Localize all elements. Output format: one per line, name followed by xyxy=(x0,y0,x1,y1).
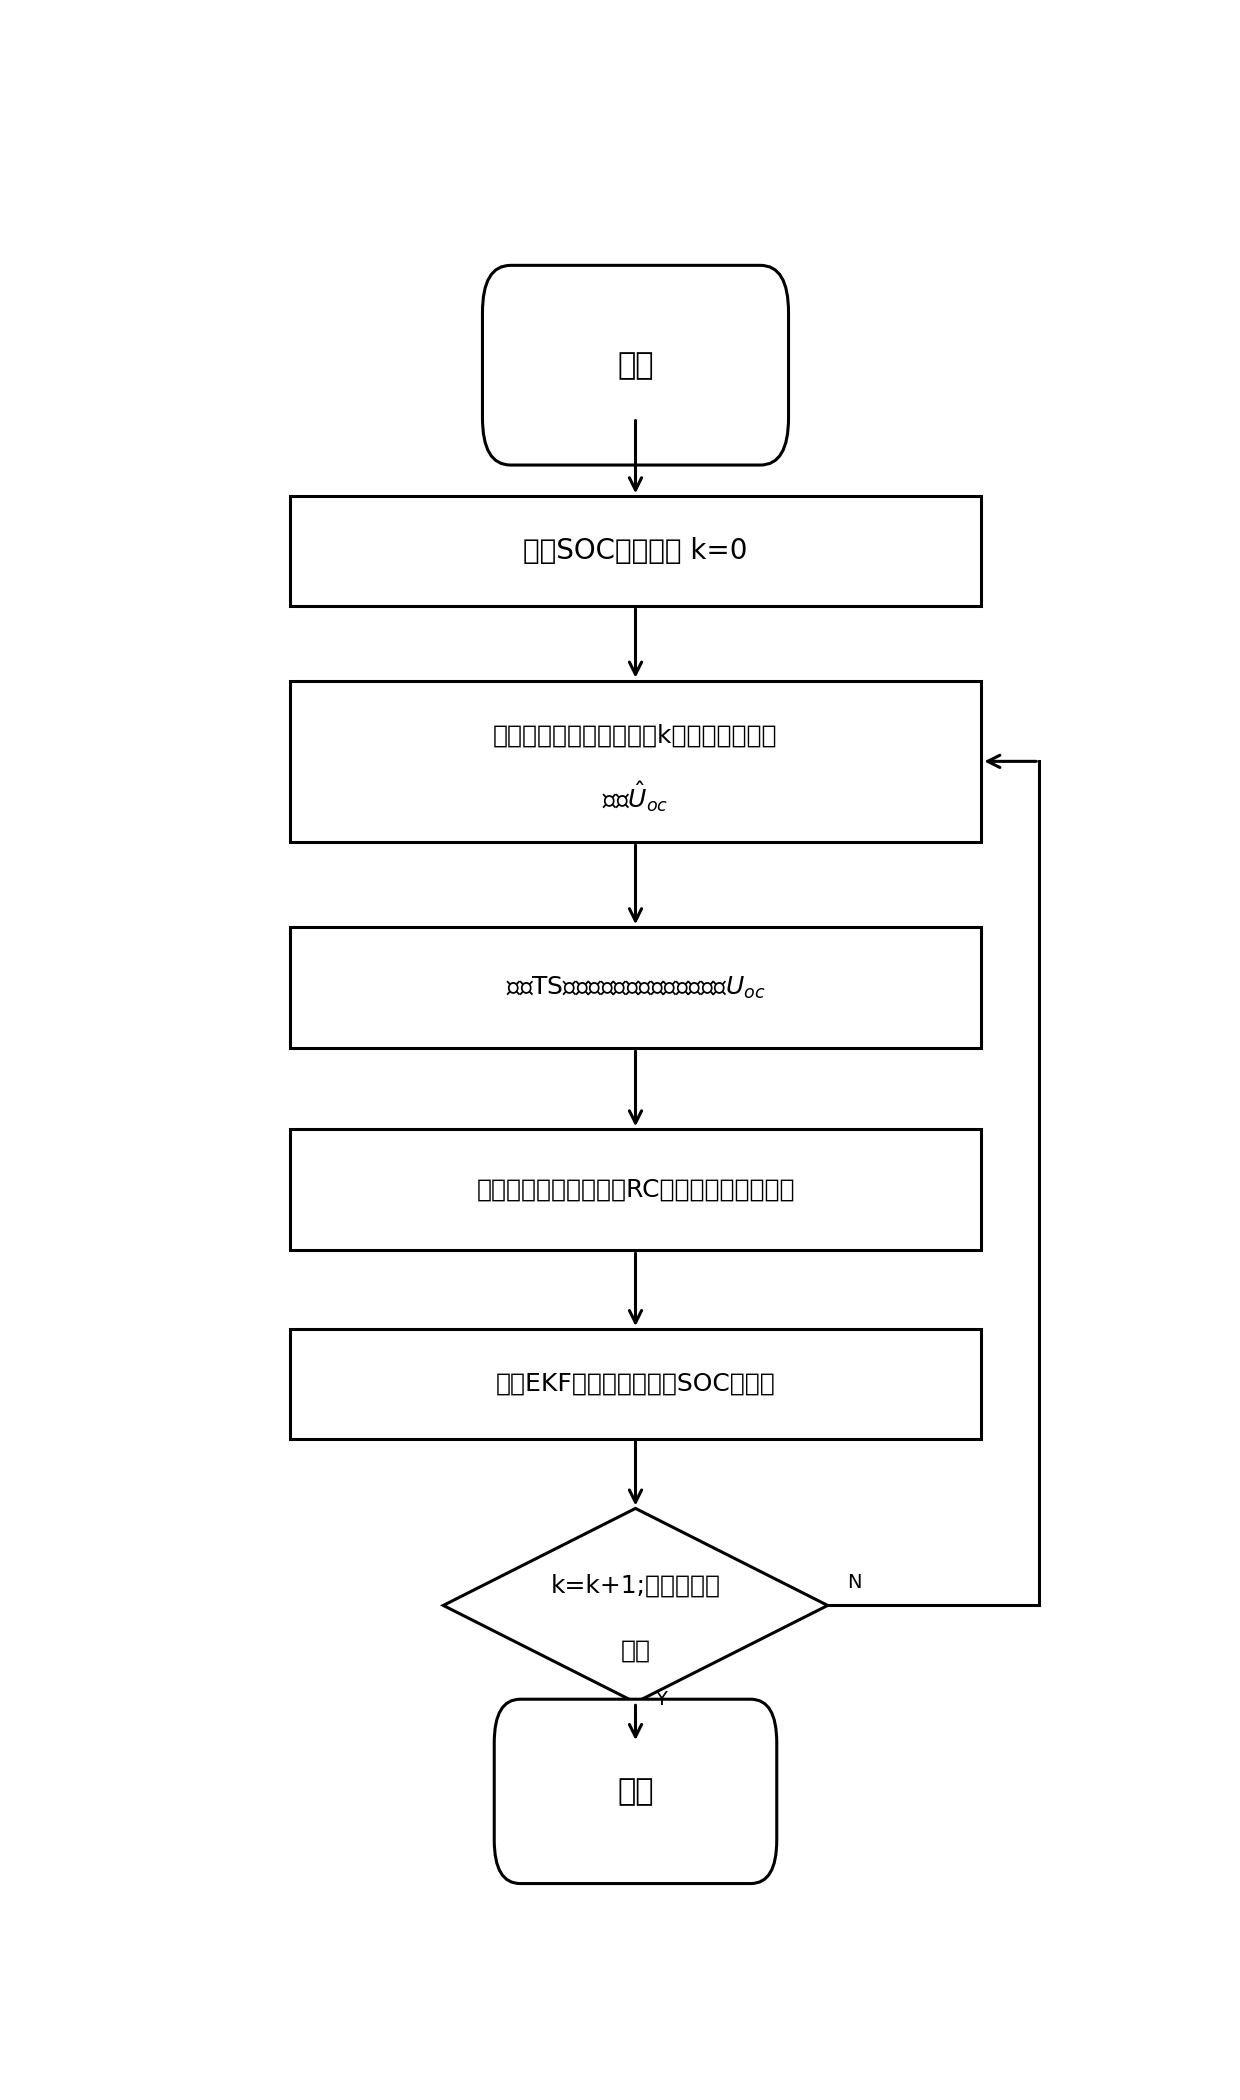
Text: 利用EKF估计器在线计算SOC实时值: 利用EKF估计器在线计算SOC实时值 xyxy=(496,1371,775,1396)
Bar xyxy=(290,496,982,607)
Text: 将开路电压代入改进双RC模型，辨识模型参数: 将开路电压代入改进双RC模型，辨识模型参数 xyxy=(476,1178,795,1201)
FancyBboxPatch shape xyxy=(495,1699,776,1884)
Text: 利用复合经验公式模型求k时刻开路电压预: 利用复合经验公式模型求k时刻开路电压预 xyxy=(494,724,777,748)
Text: 开始: 开始 xyxy=(618,351,653,380)
Text: 估值$\hat{U}_{oc}$: 估值$\hat{U}_{oc}$ xyxy=(603,779,668,815)
Text: 束？: 束？ xyxy=(620,1638,651,1663)
Bar xyxy=(290,1329,982,1438)
Text: k=k+1;估计过程结: k=k+1;估计过程结 xyxy=(551,1575,720,1598)
Bar xyxy=(290,926,982,1048)
Text: 结束: 结束 xyxy=(618,1777,653,1806)
FancyBboxPatch shape xyxy=(482,265,789,464)
Text: 设定SOC初始值； k=0: 设定SOC初始值； k=0 xyxy=(523,538,748,565)
Text: 利用TS模糊模型计算开路电压优化值$U_{oc}$: 利用TS模糊模型计算开路电压优化值$U_{oc}$ xyxy=(506,974,765,1002)
Text: Y: Y xyxy=(655,1690,667,1709)
Bar xyxy=(290,1130,982,1250)
Polygon shape xyxy=(444,1508,828,1703)
Bar xyxy=(290,680,982,842)
Text: N: N xyxy=(847,1573,862,1592)
